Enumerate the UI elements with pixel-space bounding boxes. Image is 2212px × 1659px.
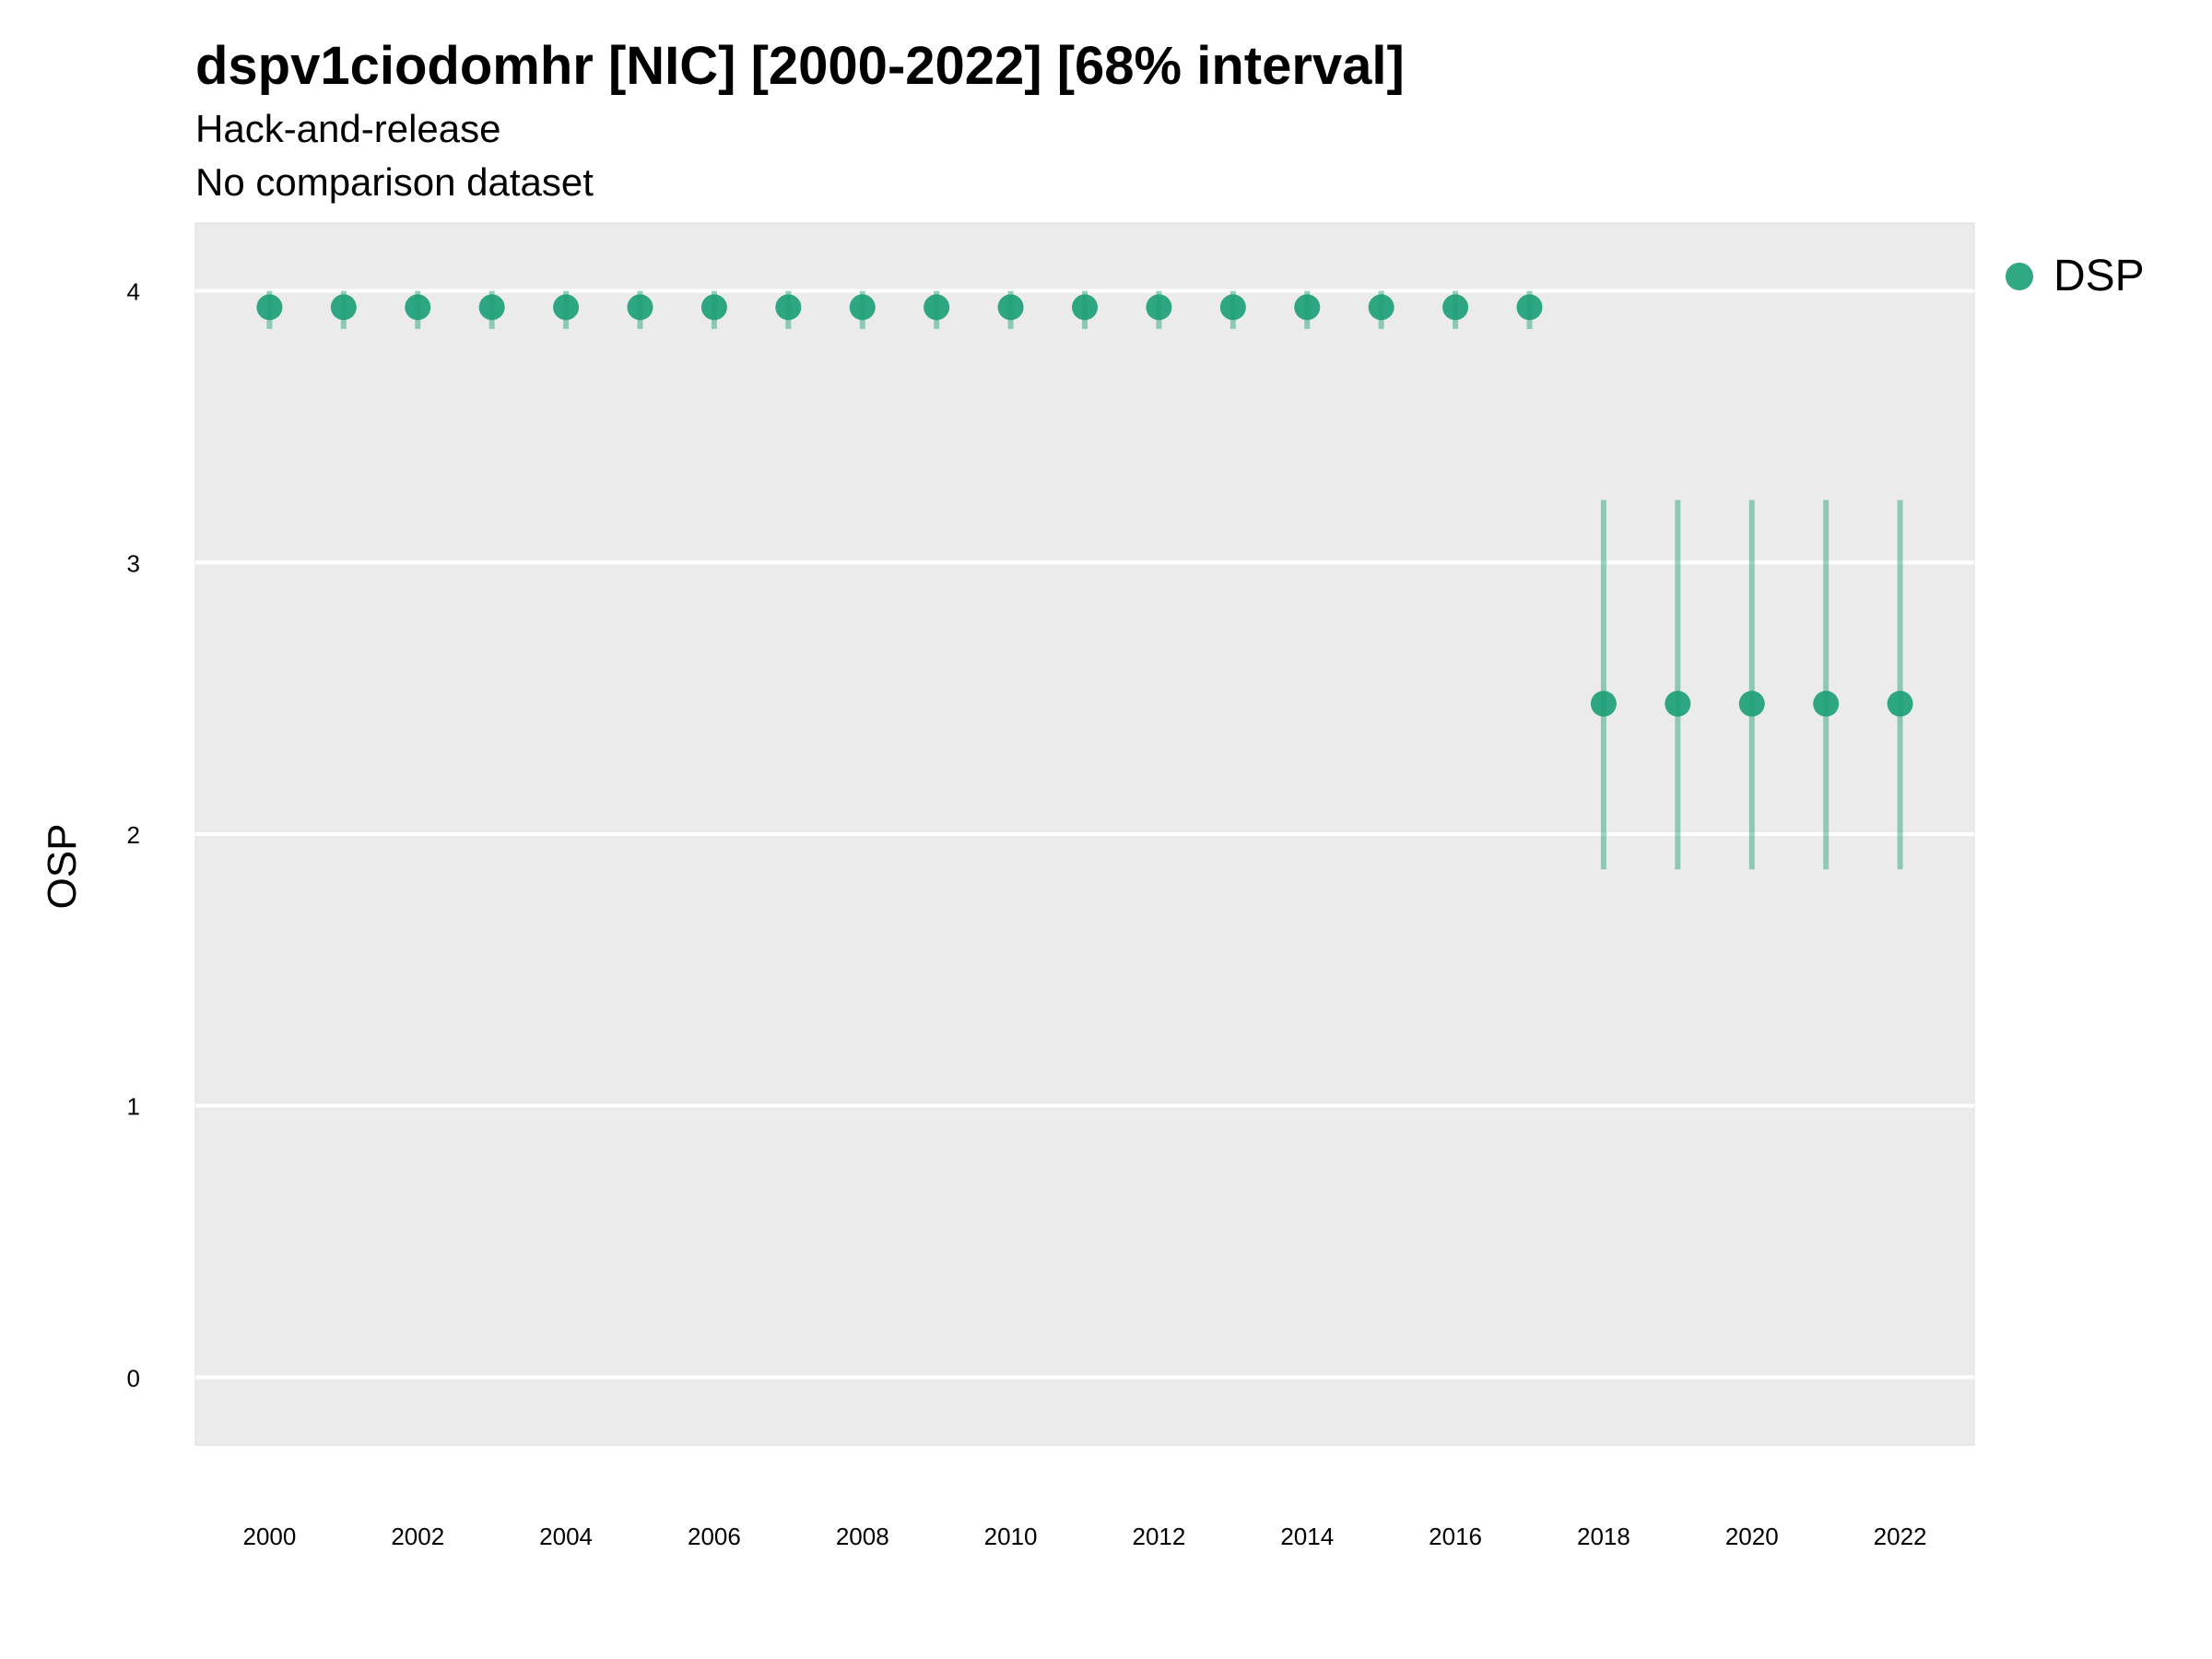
x-tick-label: 2000 (242, 1523, 296, 1550)
data-point (849, 294, 876, 321)
data-point (1590, 690, 1617, 717)
y-tick-label: 4 (127, 278, 140, 306)
legend-label-dsp: DSP (2053, 252, 2145, 300)
data-point (256, 294, 283, 321)
x-tick-label: 2012 (1132, 1523, 1185, 1550)
data-point (1738, 690, 1765, 717)
grid-lines (195, 288, 1974, 1380)
data-point (1219, 294, 1246, 321)
data-points (256, 294, 1913, 717)
data-point (775, 294, 802, 321)
data-point (1442, 294, 1469, 321)
data-point (478, 294, 505, 321)
x-tick-label: 2008 (836, 1523, 889, 1550)
x-tick-label: 2010 (984, 1523, 1038, 1550)
data-point (553, 294, 580, 321)
data-point (627, 294, 653, 321)
data-point (700, 294, 727, 321)
chart-subtitle-line-1: Hack-and-release (195, 107, 501, 150)
data-point (330, 294, 357, 321)
data-point (1516, 294, 1543, 321)
x-tick-label: 2006 (688, 1523, 741, 1550)
chart-title: dspv1ciodomhr [NIC] [2000-2022] [68% int… (195, 36, 1405, 96)
x-tick-label: 2018 (1577, 1523, 1630, 1550)
data-point (1665, 690, 1691, 717)
data-point (997, 294, 1024, 321)
data-point (924, 294, 950, 321)
data-point (1294, 294, 1321, 321)
chart-subtitle-line-2: No comparison dataset (195, 160, 594, 204)
y-tick-label: 1 (127, 1093, 140, 1121)
y-tick-label: 3 (127, 549, 140, 577)
legend: DSP (2006, 251, 2145, 301)
x-tick-labels: 2000 2002 2004 2006 2008 2010 2012 2014 2016 2018… (242, 1523, 1926, 1550)
data-point (1887, 690, 1913, 717)
y-tick-label: 2 (127, 821, 140, 849)
x-tick-label: 2020 (1725, 1523, 1779, 1550)
y-tick-label: 0 (127, 1364, 140, 1392)
x-tick-label: 2016 (1429, 1523, 1482, 1550)
legend-key-dsp (2006, 262, 2033, 290)
data-point (405, 294, 431, 321)
x-tick-label: 2022 (1874, 1523, 1927, 1550)
x-tick-label: 2002 (391, 1523, 444, 1550)
data-point (1813, 690, 1840, 717)
y-tick-labels: 0 1 2 3 4 (127, 278, 140, 1393)
data-point (1146, 294, 1172, 321)
data-point (1368, 294, 1394, 321)
data-point (1072, 294, 1098, 321)
x-tick-label: 2004 (539, 1523, 593, 1550)
x-tick-label: 2014 (1280, 1523, 1334, 1550)
